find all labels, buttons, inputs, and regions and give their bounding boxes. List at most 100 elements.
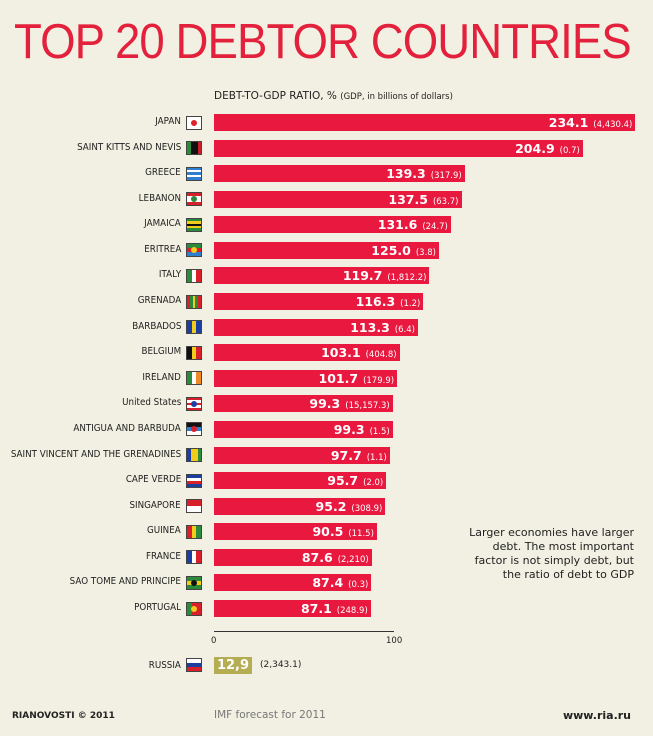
flag-icon xyxy=(186,550,202,565)
bar-value-label: 116.3 (1.2) xyxy=(356,293,421,313)
gdp-value: (179.9) xyxy=(363,375,395,386)
flag-icon xyxy=(186,217,202,232)
ratio-value: 95.2 xyxy=(315,498,347,514)
chart-subtitle: DEBT-TO-GDP RATIO, % (GDP, in billions o… xyxy=(214,90,453,102)
source-text: IMF forecast for 2011 xyxy=(214,709,326,721)
bar: 99.3 (1.5) xyxy=(214,420,393,438)
ratio-value: 87.6 xyxy=(301,549,333,565)
ratio-value: 119.7 xyxy=(342,268,383,284)
bar-value-label: 137.5 (63.7) xyxy=(388,191,458,211)
ratio-value: 204.9 xyxy=(515,140,555,156)
x-tick-label: 0 xyxy=(211,636,217,646)
ratio-value: 87.4 xyxy=(312,575,344,591)
flag-icon xyxy=(186,658,202,672)
bar-value-label: 95.7 (2.0) xyxy=(327,472,383,492)
country-label: PORTUGAL xyxy=(134,602,181,614)
country-label: United States xyxy=(121,397,181,409)
flag-icon xyxy=(186,294,202,309)
country-label: BARBADOS xyxy=(131,320,181,332)
bar-value-label: 97.7 (1.1) xyxy=(331,447,387,467)
ratio-value: 95.7 xyxy=(327,473,359,489)
country-label: GRENADA xyxy=(137,295,181,307)
gdp-value: (4,430.4) xyxy=(593,120,633,130)
gdp-value: (2,343.1) xyxy=(260,660,302,670)
logo: RIANOVOSTI © 2011 xyxy=(12,711,115,721)
bar: 131.6 (24.7) xyxy=(214,216,451,236)
ratio-value: 113.3 xyxy=(350,319,390,335)
flag-icon xyxy=(186,396,202,411)
flag-icon xyxy=(186,575,202,590)
country-label: SAINT KITTS AND NEVIS xyxy=(76,141,181,153)
country-label: BELGIUM xyxy=(141,346,181,358)
bar: 113.3 (6.4) xyxy=(214,318,418,336)
ratio-value: 99.3 xyxy=(333,421,365,437)
flag-icon xyxy=(186,192,202,207)
gdp-value: (0.7) xyxy=(559,145,580,156)
country-label: GUINEA xyxy=(147,525,181,537)
bar-value-label: 87.6 (2,210) xyxy=(302,549,369,569)
gdp-value: (0.3) xyxy=(348,580,369,591)
bar: 125.0 (3.8) xyxy=(214,241,439,259)
country-label: IRELAND xyxy=(142,371,181,383)
country-label: FRANCE xyxy=(146,550,181,562)
ratio-value: 116.3 xyxy=(355,294,396,310)
gdp-value: (1.2) xyxy=(400,299,421,310)
bar-value-label: 234.1 (4,430.4) xyxy=(549,114,633,134)
country-label: ERITREA xyxy=(143,243,181,255)
bar: 137.5 (63.7) xyxy=(214,190,462,211)
gdp-value: (2,210) xyxy=(337,554,369,565)
gdp-value: (1.5) xyxy=(369,426,390,437)
ratio-value: 97.7 xyxy=(330,447,362,463)
x-tick-label: 100 xyxy=(386,636,403,646)
gdp-value: (24.7) xyxy=(422,222,448,233)
gdp-value: (248.9) xyxy=(336,606,368,617)
bar-value-label: 139.3 (317.9) xyxy=(386,165,462,185)
country-label: ITALY xyxy=(158,269,181,281)
country-label: LEBANON xyxy=(138,192,181,204)
bar-value-label: 99.3 (15,157.3) xyxy=(309,395,389,415)
subtitle-main: DEBT-TO-GDP RATIO, % xyxy=(214,90,337,102)
country-label: CAPE VERDE xyxy=(125,474,181,486)
x-axis xyxy=(214,631,394,632)
gdp-value: (308.9) xyxy=(351,503,383,514)
bar: 139.3 (317.9) xyxy=(214,165,465,185)
country-label: JAPAN xyxy=(155,116,181,127)
bar: 90.5 (11.5) xyxy=(214,523,377,543)
country-label: SAINT VINCENT AND THE GRENADINES xyxy=(10,448,181,460)
bar-value-label: 204.9 (0.7) xyxy=(515,140,580,160)
flag-icon xyxy=(186,601,202,616)
bar: 116.3 (1.2) xyxy=(214,293,424,313)
bar-value-label: 90.5 (11.5) xyxy=(312,523,373,543)
bar: 12,9 xyxy=(214,657,252,674)
country-label: RUSSIA xyxy=(148,660,181,671)
bar-value-label: 119.7 (1,812.2) xyxy=(343,267,427,287)
bar: 204.9 (0.7) xyxy=(214,139,583,160)
bar: 87.4 (0.3) xyxy=(214,574,372,592)
bar-value-label: 95.2 (308.9) xyxy=(316,498,383,518)
gdp-value: (6.4) xyxy=(394,324,415,335)
bar-value-label: 103.1 (404.8) xyxy=(321,344,397,364)
bar: 95.2 (308.9) xyxy=(214,497,386,518)
flag-icon xyxy=(186,243,202,258)
flag-icon xyxy=(186,320,202,335)
gdp-value: (2.0) xyxy=(363,478,384,489)
flag-icon xyxy=(186,448,202,463)
bar: 119.7 (1,812.2) xyxy=(214,267,430,287)
bar: 95.7 (2.0) xyxy=(214,472,387,492)
country-label: SAO TOME AND PRINCIPE xyxy=(69,576,181,588)
country-label: JAMAICA xyxy=(144,218,181,230)
ratio-value: 90.5 xyxy=(312,524,344,540)
gdp-value: (3.8) xyxy=(415,247,436,258)
bar-value-label: 131.6 (24.7) xyxy=(378,216,448,236)
chart-title: TOP 20 DEBTOR COUNTRIES xyxy=(14,15,632,69)
flag-icon xyxy=(186,524,202,539)
gdp-value: (15,157.3) xyxy=(345,401,390,412)
ratio-value: 137.5 xyxy=(388,191,428,207)
ratio-value: 101.7 xyxy=(318,370,359,386)
ratio-value: 99.3 xyxy=(309,396,341,412)
gdp-value: (1,812.2) xyxy=(387,273,427,284)
country-label: GREECE xyxy=(145,167,181,179)
bar: 101.7 (179.9) xyxy=(214,369,398,387)
site-link[interactable]: www.ria.ru xyxy=(562,709,631,722)
